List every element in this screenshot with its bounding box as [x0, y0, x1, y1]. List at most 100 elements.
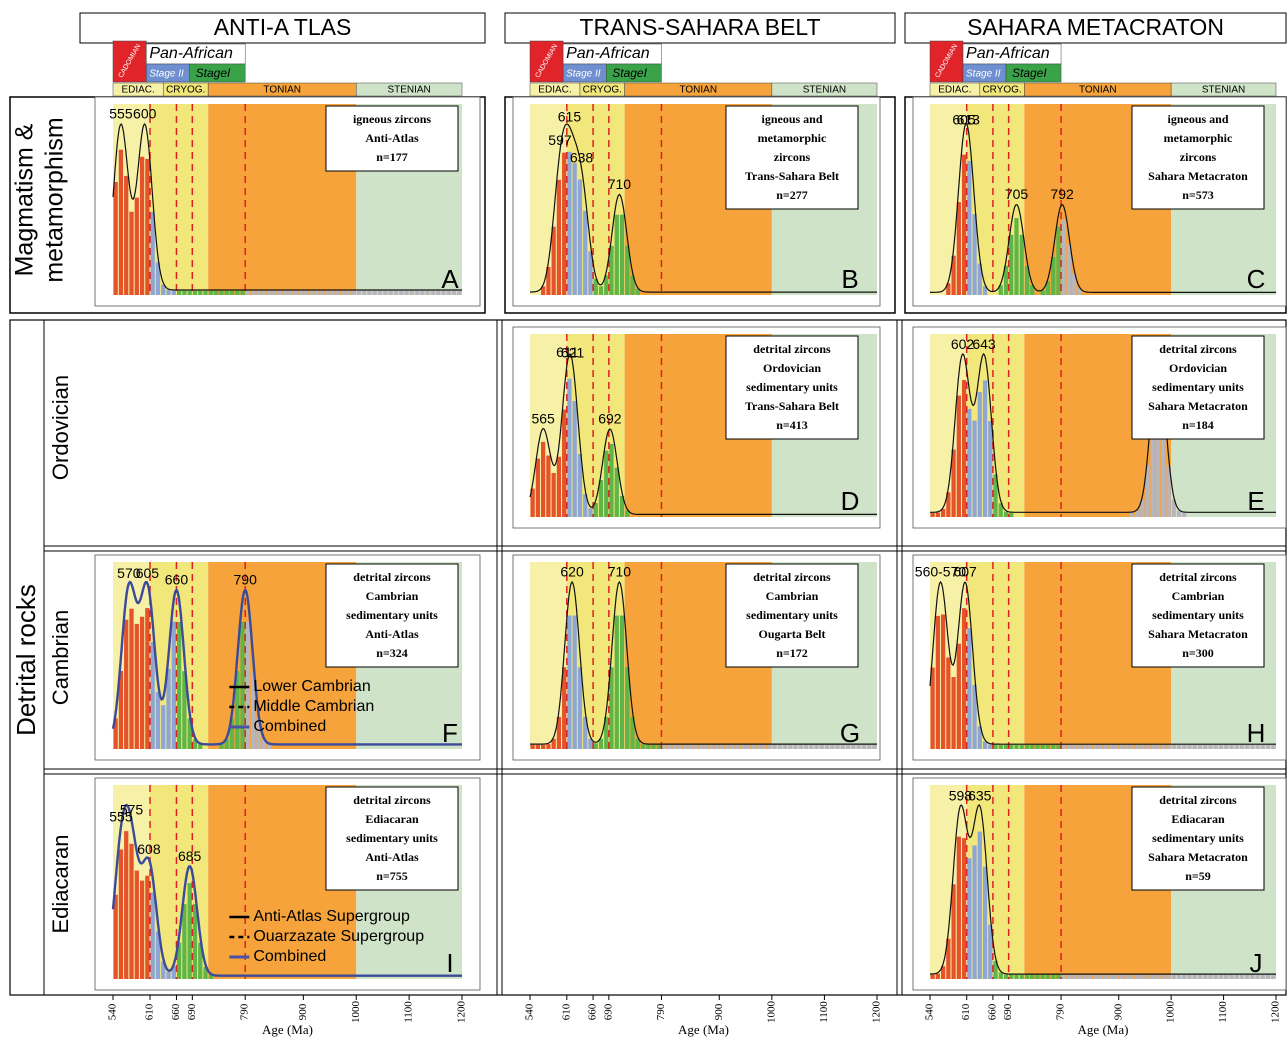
histogram-bar [682, 744, 688, 749]
histogram-bar [1061, 974, 1066, 979]
histogram-bar [1072, 974, 1077, 979]
histogram-bar [1260, 974, 1266, 979]
peak-label: 613 [957, 112, 981, 128]
histogram-bar [951, 255, 956, 295]
histogram-bar [993, 474, 998, 517]
histogram-bar [208, 974, 213, 979]
histogram-bar [583, 210, 588, 295]
histogram-bar [1093, 744, 1098, 749]
histogram-bar [224, 739, 229, 749]
histogram-bar [1155, 744, 1161, 749]
histogram-bar [118, 849, 124, 979]
histogram-bar [118, 670, 124, 749]
histogram-bar [1061, 219, 1066, 295]
histogram-bar [604, 450, 609, 517]
row-label: Ediacaran [48, 834, 73, 933]
histogram-bar [935, 615, 940, 749]
column-title: TRANS-SAHARA BELT [579, 14, 820, 40]
histogram-bar [213, 290, 219, 295]
histogram-bar [951, 677, 956, 749]
histogram-bar [187, 883, 192, 979]
x-tick-label: 900 [297, 1003, 309, 1020]
histogram-bar [203, 290, 208, 295]
histogram-bar [988, 421, 993, 517]
peak-label: 560-570 [915, 564, 967, 580]
x-tick-label: 1200 [871, 1001, 883, 1024]
kde-curve [112, 122, 462, 291]
legend-label: Lower Cambrian [253, 678, 370, 695]
histogram-bar [1208, 744, 1213, 749]
histogram-bar [250, 671, 256, 749]
panel-letter: H [1247, 718, 1266, 748]
peak-label: 570 [117, 565, 141, 581]
histogram-bar [1182, 512, 1187, 517]
histogram-bar [946, 492, 951, 517]
histogram-bar [577, 454, 583, 517]
panel-letter: B [841, 264, 858, 294]
histogram-bar [261, 290, 266, 295]
histogram-bar [1187, 974, 1192, 979]
peak-label: 615 [558, 108, 582, 124]
histogram-bar [1009, 744, 1014, 749]
histogram-bar [436, 290, 441, 295]
info-text: n=324 [376, 646, 408, 660]
histogram-bar [451, 290, 457, 295]
histogram-bar [935, 512, 940, 517]
period-label: EDIAC. [538, 85, 571, 96]
histogram-bar [235, 290, 240, 295]
x-axis-title: Age (Ma) [678, 1022, 729, 1037]
row-label: Cambrian [48, 610, 73, 705]
stage-1-label: StageI [1012, 66, 1047, 80]
histogram-bar [556, 456, 562, 517]
info-text: n=177 [376, 150, 408, 164]
histogram-bar [951, 449, 956, 517]
histogram-bar [803, 744, 809, 749]
histogram-bar [788, 744, 793, 749]
period-label: STENIAN [1202, 85, 1245, 96]
cadomian-box [112, 40, 147, 83]
kde-curve [530, 580, 877, 745]
histogram-bar [1155, 380, 1161, 517]
histogram-bar [961, 380, 967, 517]
histogram-bar [677, 744, 682, 749]
histogram-bar [124, 175, 129, 295]
histogram-bar [145, 875, 150, 979]
peak-label: 620 [560, 564, 584, 580]
histogram-bar [1066, 744, 1072, 749]
histogram-bar [1161, 410, 1166, 517]
histogram-bar [688, 744, 693, 749]
kde-curve [530, 123, 877, 293]
histogram-bar [1161, 974, 1166, 979]
histogram-bar [139, 616, 145, 749]
histogram-bar [1145, 465, 1150, 517]
panel-letter: C [1247, 264, 1266, 294]
histogram-bar [266, 290, 272, 295]
histogram-bar [756, 744, 761, 749]
histogram-bar [998, 503, 1003, 517]
column-title-box [904, 12, 1287, 44]
histogram-bar [635, 738, 640, 749]
histogram-bar [845, 744, 851, 749]
histogram-bar [1234, 744, 1239, 749]
histogram-bar [377, 290, 383, 295]
x-tick-label: 790 [1055, 1003, 1067, 1020]
histogram-bar [562, 667, 567, 749]
x-tick-label: 790 [239, 1003, 251, 1020]
kde-curve [930, 123, 1276, 293]
group-label: Magmatism & [11, 123, 39, 276]
histogram-bar [1051, 974, 1056, 979]
info-text: detrital zircons [1159, 342, 1237, 356]
kde-curve [529, 353, 877, 515]
histogram-bar [1113, 744, 1119, 749]
histogram-bar [1250, 974, 1255, 979]
histogram-bar [1245, 974, 1250, 979]
legend-label: Combined [253, 718, 326, 735]
info-text: sedimentary units [746, 608, 838, 622]
histogram-bar [1239, 974, 1245, 979]
pan-african-label: Pan-African [149, 45, 233, 62]
histogram-bar [340, 290, 346, 295]
histogram-bar [735, 744, 740, 749]
histogram-bar [266, 744, 272, 749]
